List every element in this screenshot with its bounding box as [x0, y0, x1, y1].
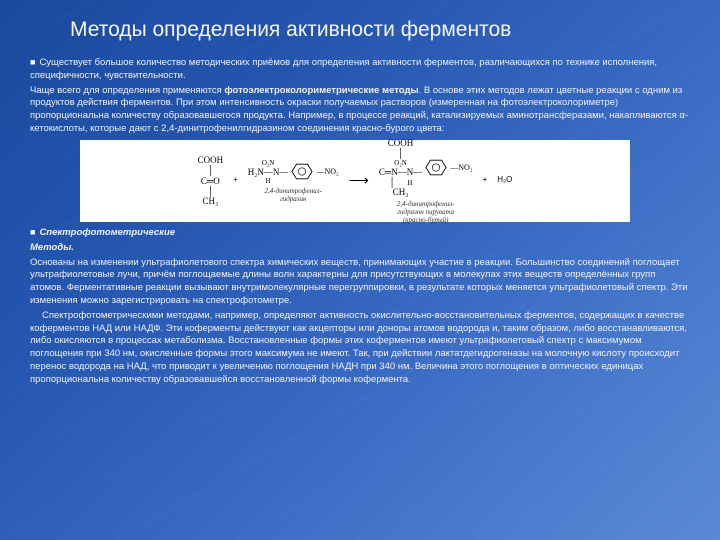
- caption-product: 2,4-динитрофенил- гидразон пирувата (кра…: [397, 200, 455, 224]
- plus-2: +: [483, 175, 488, 186]
- chemical-reaction-diagram: COOH │ C═O │ CH₃ + O₂N H₂N—N— H: [80, 140, 630, 222]
- ch3-2: CH₃: [393, 187, 409, 197]
- cooh-label: COOH: [198, 155, 224, 165]
- h2n-label: H₂N—N—: [248, 167, 289, 177]
- o2n-2: O₂N: [394, 159, 407, 167]
- spectro-para-2: Спектрофотометрическими методами, наприм…: [30, 310, 690, 387]
- ch3-label: CH₃: [203, 196, 219, 206]
- chem-row: COOH │ C═O │ CH₃ + O₂N H₂N—N— H: [198, 138, 513, 224]
- bullet-icon-2: ■: [30, 227, 35, 237]
- intro-para: ■Существует большое количество методичес…: [30, 56, 690, 83]
- caption-hydrazine: 2,4-динитрофенил- гидразин: [264, 187, 322, 203]
- h2o-label: H₂O: [497, 175, 512, 186]
- plus-1: +: [233, 175, 238, 186]
- slide-title: Методы определения активности ферментов: [70, 18, 690, 42]
- spectro-para-1: Основаны на изменении ультрафиолетового …: [30, 257, 690, 308]
- spectro-heading-2: Методы.: [30, 242, 690, 255]
- benzene-ring-2: [425, 158, 447, 177]
- mol-pyruvate: COOH │ C═O │ CH₃: [198, 155, 224, 207]
- benzene-ring-1: [291, 162, 313, 181]
- slide-content: ■Существует большое количество методичес…: [30, 56, 690, 387]
- no2-2: —NO₂: [450, 163, 472, 172]
- spectro-heading-block: ■ Спектрофотометрические: [30, 226, 690, 240]
- arrow-icon: ⟶: [349, 171, 369, 190]
- intro-text: Существует большое количество методическ…: [30, 57, 657, 81]
- no2-1: —NO₂: [316, 167, 338, 176]
- photoelectro-term: фотоэлектроколориметрические методы: [224, 85, 418, 96]
- mol-product: COOH │ O₂N C═N—N— │H CH₃ —NO₂ 2,4-динитр…: [379, 138, 473, 224]
- photoelectro-para: Чаще всего для определения применяются ф…: [30, 85, 690, 136]
- co-label: C═O: [201, 176, 220, 186]
- cooh-2: COOH: [388, 138, 414, 148]
- p1a: Чаще всего для определения применяются: [30, 85, 224, 96]
- mol-hydrazine: O₂N H₂N—N— H —NO₂ 2,4-динитрофенил- гидр…: [248, 159, 339, 204]
- o2n-1: O₂N: [262, 159, 275, 167]
- bullet-icon: ■: [30, 57, 35, 67]
- spectro-heading-1: Спектрофотометрические: [39, 227, 175, 238]
